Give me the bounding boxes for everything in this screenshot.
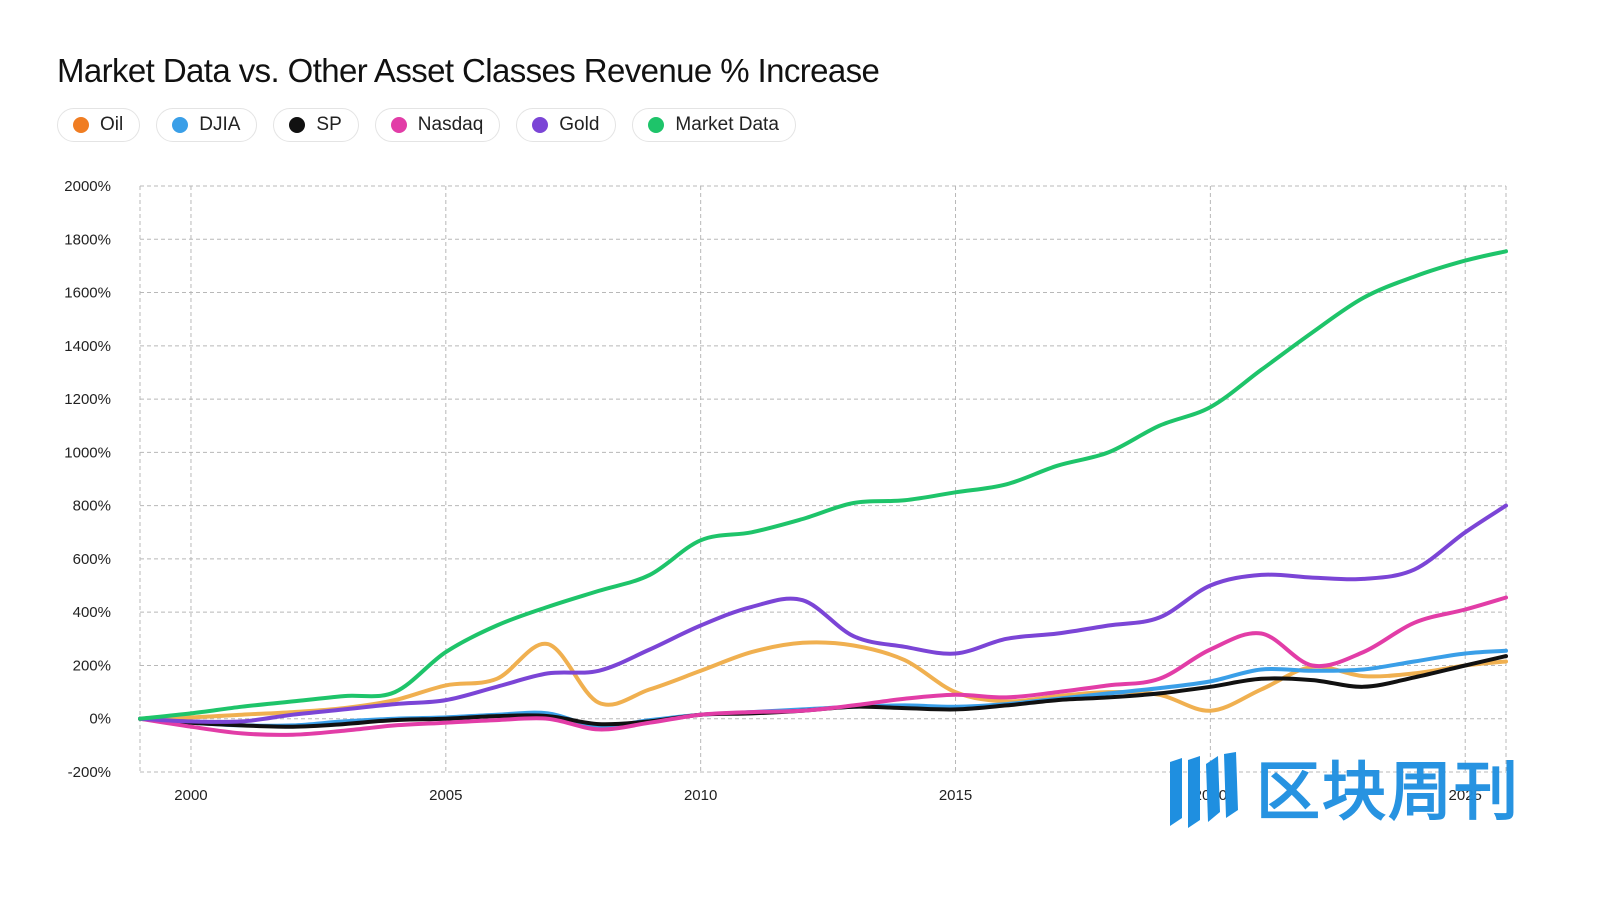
y-tick-label: 800% — [73, 498, 111, 515]
x-tick-label: 2010 — [684, 787, 717, 804]
legend-item-oil[interactable]: Oil — [57, 108, 141, 142]
legend-item-nasdaq[interactable]: Nasdaq — [374, 108, 501, 142]
legend-label-oil: Oil — [100, 114, 124, 135]
legend-item-gold[interactable]: Gold — [516, 108, 617, 142]
y-tick-label: 1200% — [64, 391, 111, 408]
series-line-gold — [138, 503, 1508, 724]
y-tick-label: 0% — [89, 711, 111, 728]
series-line-market-data — [138, 249, 1508, 721]
y-tick-label: 600% — [73, 551, 111, 568]
legend-label-gold: Gold — [559, 114, 600, 135]
legend-item-djia[interactable]: DJIA — [156, 108, 258, 142]
grid — [139, 185, 1507, 773]
watermark: 区块周刊 — [1168, 752, 1548, 834]
y-tick-label: -200% — [68, 764, 111, 781]
x-tick-label: 2025 — [1449, 787, 1482, 804]
y-tick-label: 1400% — [64, 338, 111, 355]
legend: Oil DJIA SP Nasdaq Gold Market Data — [57, 108, 796, 142]
y-axis: -200% 0% 200% 400% 600% 800% 1000% 1200% 1400% 16… — [64, 178, 111, 781]
chart-title: Market Data vs. Other Asset Classes Reve… — [57, 52, 880, 89]
y-tick-label: 2000% — [64, 178, 111, 195]
legend-label-nasdaq: Nasdaq — [417, 114, 484, 135]
legend-dot-oil — [73, 117, 89, 133]
legend-dot-gold — [532, 117, 549, 133]
y-tick-label: 1800% — [64, 231, 111, 248]
legend-dot-sp — [289, 117, 306, 133]
y-tick-label: 400% — [73, 604, 111, 621]
watermark-logo-icon — [1170, 752, 1238, 828]
y-tick-label: 200% — [73, 657, 111, 674]
series-line-sp — [138, 654, 1508, 729]
legend-dot-market-data — [648, 117, 665, 133]
legend-dot-nasdaq — [390, 117, 407, 133]
series-lines — [138, 249, 1508, 737]
y-tick-label: 1000% — [64, 444, 111, 461]
legend-label-sp: SP — [316, 114, 342, 135]
legend-dot-djia — [172, 117, 189, 133]
x-tick-label: 2015 — [939, 787, 972, 804]
x-tick-label: 2000 — [174, 787, 207, 804]
legend-item-market-data[interactable]: Market Data — [632, 108, 796, 142]
legend-label-market-data: Market Data — [675, 114, 779, 135]
x-tick-label: 2005 — [429, 787, 462, 804]
y-tick-label: 1600% — [64, 285, 111, 302]
series-line-nasdaq — [138, 595, 1508, 737]
watermark-text: 区块周刊 — [1256, 756, 1520, 830]
legend-label-djia: DJIA — [199, 114, 241, 135]
legend-item-sp[interactable]: SP — [273, 108, 359, 142]
